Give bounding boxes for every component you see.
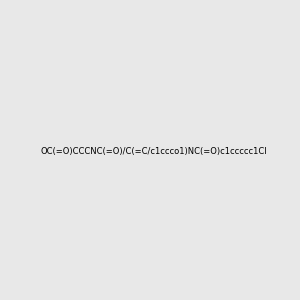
- Text: OC(=O)CCCNC(=O)/C(=C/c1ccco1)NC(=O)c1ccccc1Cl: OC(=O)CCCNC(=O)/C(=C/c1ccco1)NC(=O)c1ccc…: [40, 147, 267, 156]
